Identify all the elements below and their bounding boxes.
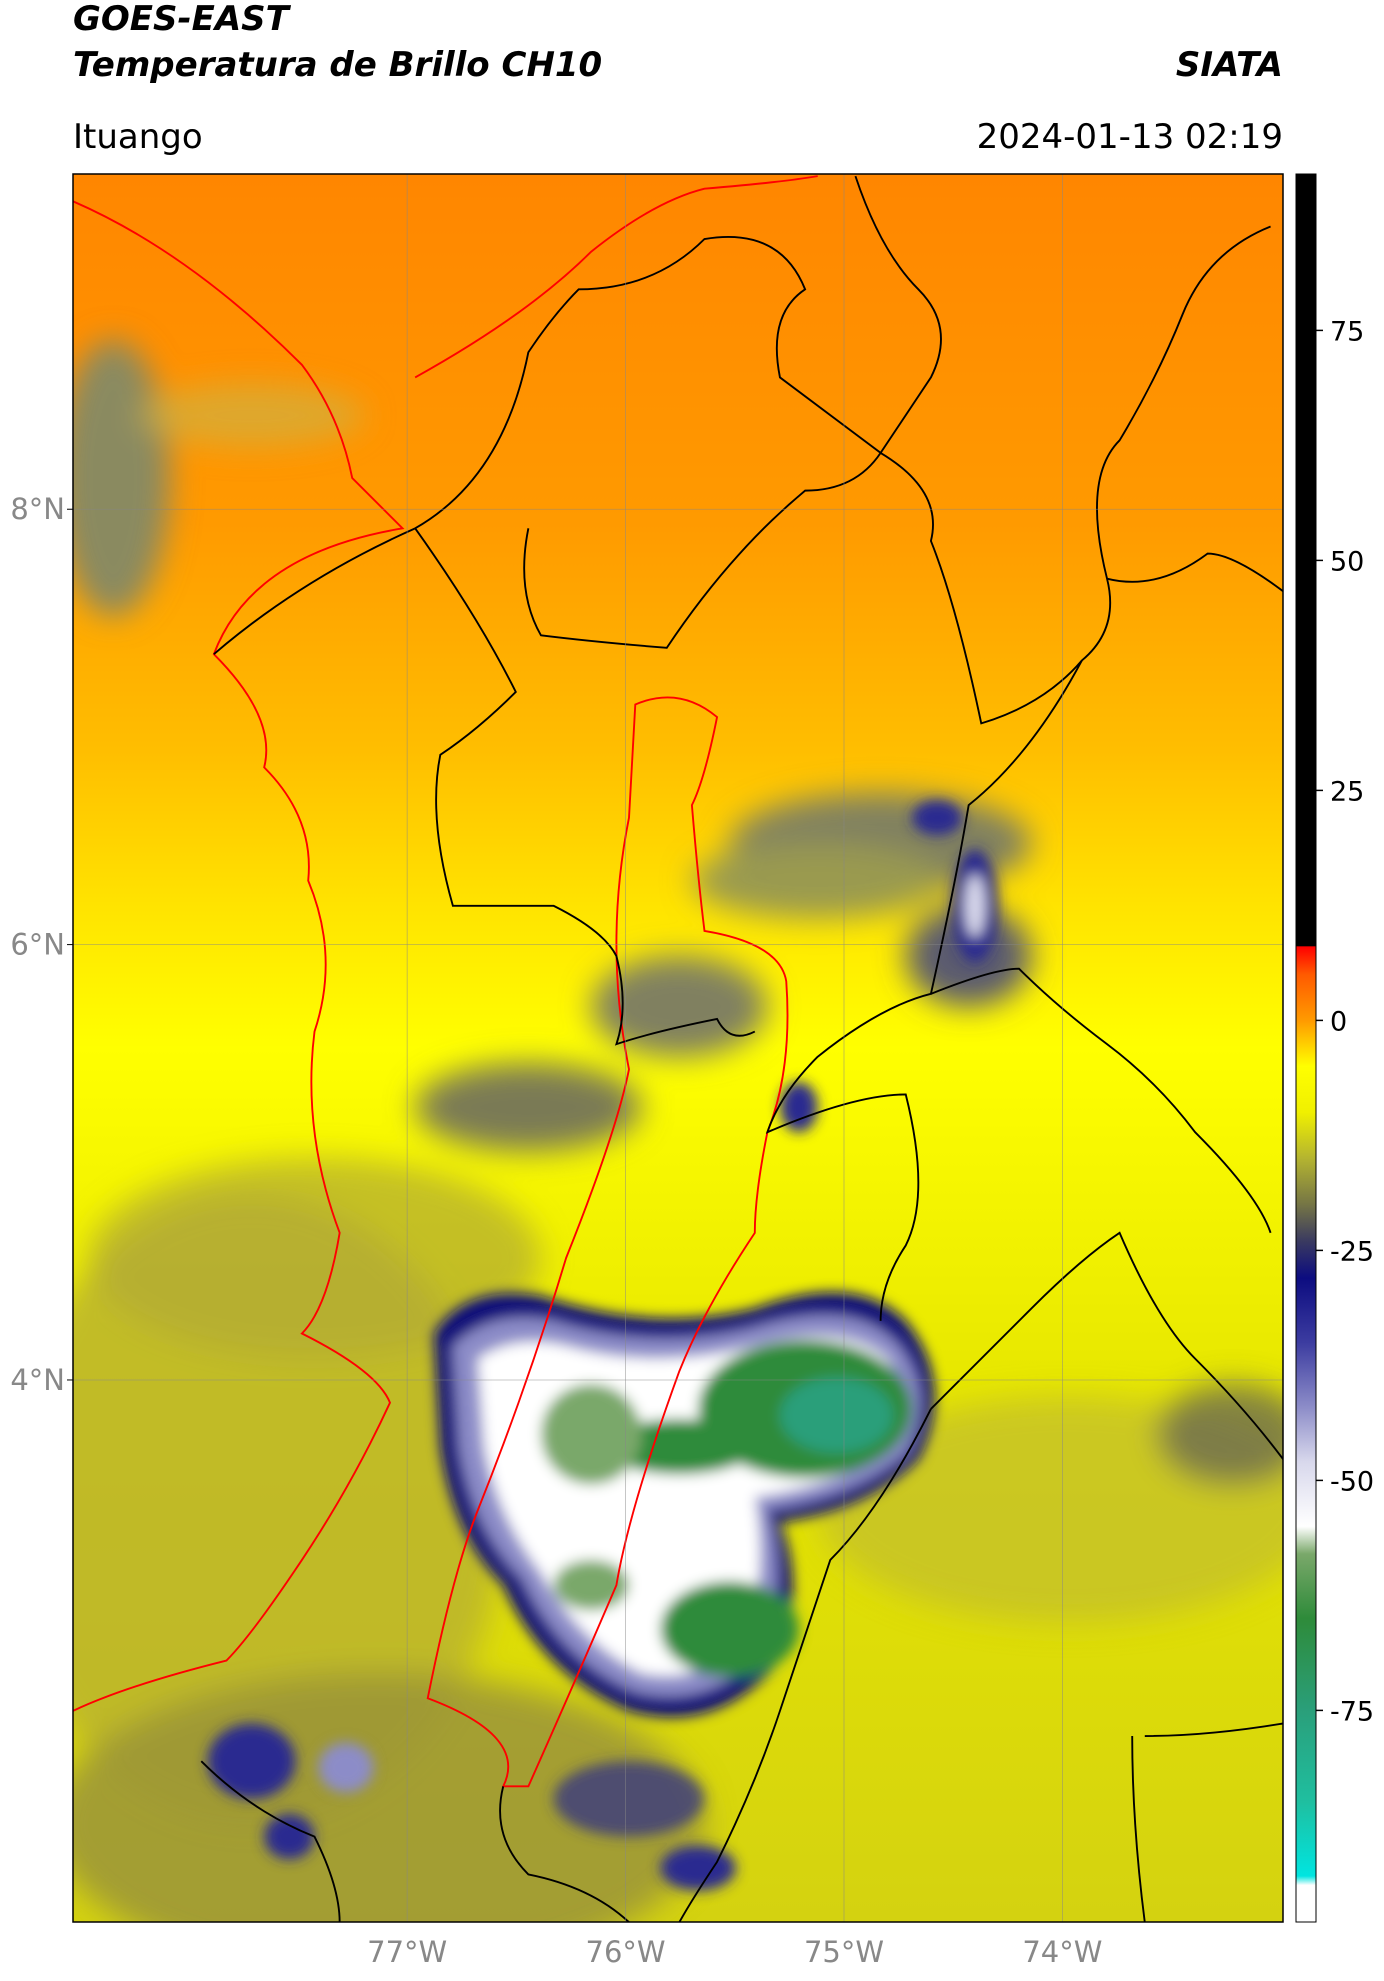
lon-tick-label: 76°W	[586, 1935, 666, 1969]
lon-tick-label: 75°W	[804, 1935, 884, 1969]
map-image	[73, 174, 1283, 1922]
colorbar-tick-label: 75	[1330, 316, 1364, 347]
location: Ituango	[73, 117, 203, 157]
map-frame	[72, 173, 1284, 1923]
lon-tick-label: 77°W	[367, 1935, 447, 1969]
colorbar-tick-label: 0	[1330, 1006, 1347, 1037]
colorbar-scale	[1295, 173, 1317, 1923]
colorbar-tick-label: -50	[1330, 1466, 1374, 1497]
graticule	[73, 174, 1283, 1922]
colorbar-tick-label: 50	[1330, 546, 1364, 577]
colorbar: 75 50 25 0 -25 -50 -75	[1295, 173, 1374, 1923]
colorbar-tick-label: -25	[1330, 1236, 1374, 1267]
colorbar-tick-label: 25	[1330, 776, 1364, 807]
lat-tick-label: 4°N	[10, 1363, 65, 1397]
agency: SIATA	[1176, 45, 1283, 85]
boundaries	[73, 175, 1283, 1922]
subtitle: Temperatura de Brillo CH10	[73, 45, 602, 85]
storm-core	[207, 800, 998, 1891]
lon-tick-label: 74°W	[1022, 1935, 1102, 1969]
title: GOES-EAST	[73, 0, 292, 39]
timestamp: 2024-01-13 02:19	[977, 117, 1283, 157]
lat-tick-label: 8°N	[10, 492, 65, 526]
lat-tick-label: 6°N	[10, 928, 65, 962]
colorbar-tick-label: -75	[1330, 1696, 1374, 1727]
